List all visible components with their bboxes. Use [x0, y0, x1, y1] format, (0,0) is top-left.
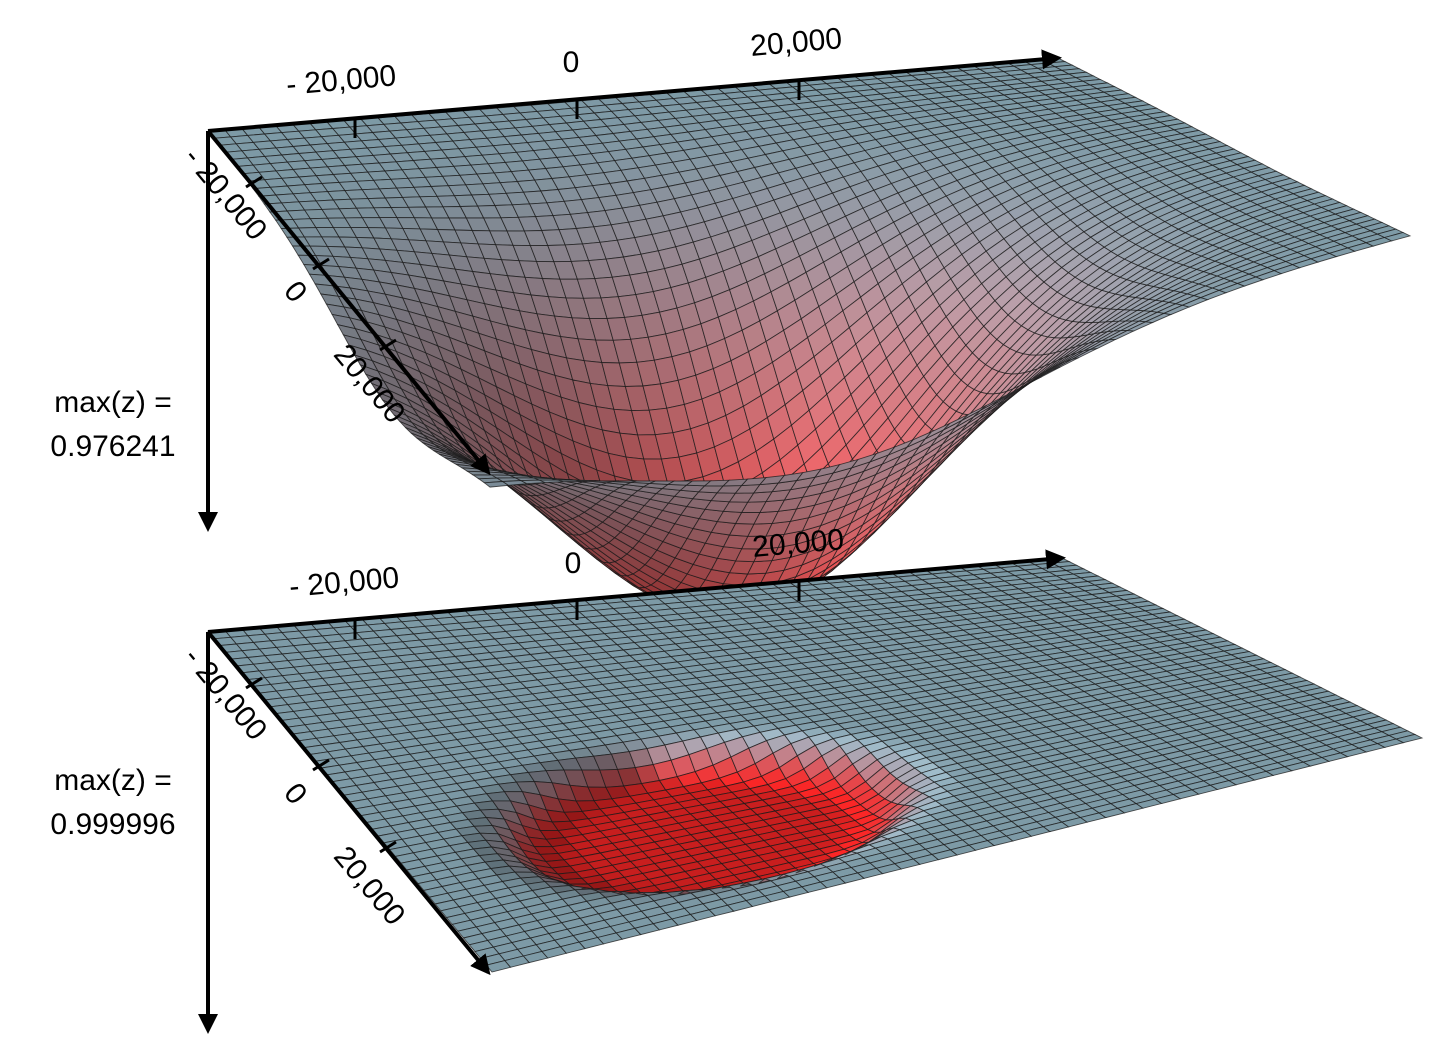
- top-y-tick-mark: [312, 257, 330, 271]
- top-max-z-value: 0.976241: [50, 430, 175, 463]
- bottom-surface: [207, 557, 1424, 973]
- top-panel: - 20,000 0 20,000 - 20,000 0 20,000 max(…: [50, 22, 1412, 618]
- top-x-axis: [207, 49, 1062, 133]
- top-y-tick-mark: [245, 175, 263, 189]
- top-y-tick-label: 0: [277, 275, 313, 309]
- top-x-tick-label: - 20,000: [285, 59, 398, 101]
- top-y-tick-mark: [379, 338, 397, 352]
- top-max-z-label: max(z) =: [54, 386, 172, 419]
- top-y-axis: [206, 129, 491, 476]
- bottom-panel: - 20,000 0 20,000 - 20,000 0 20,000 max(…: [50, 523, 1424, 1034]
- top-x-tick-label: 0: [563, 46, 580, 79]
- surface-cell: [1383, 232, 1412, 242]
- top-x-tick-label: 20,000: [749, 22, 843, 63]
